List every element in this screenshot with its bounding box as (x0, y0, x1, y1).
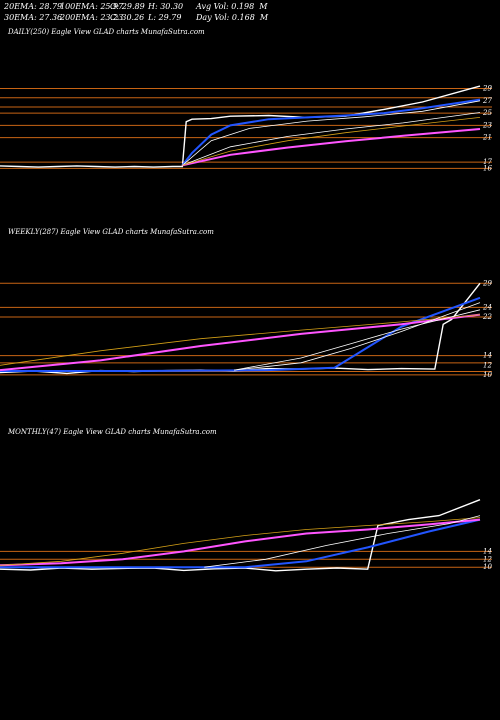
series-line-2 (0, 313, 481, 372)
y-tick-label: 23 (482, 121, 492, 129)
avg-vol-label: Avg Vol: 0.198 M (196, 2, 268, 11)
y-tick-label: 17 (483, 158, 492, 166)
y-tick-label: 22 (482, 313, 492, 321)
series-line-0 (0, 282, 481, 375)
y-tick-label: 10 (483, 563, 492, 571)
weekly-chart: WEEKLY(287) Eagle View GLAD charts Munaf… (0, 228, 492, 379)
series-line-5 (182, 117, 481, 166)
day-vol-label: Day Vol: 0.168 M (196, 13, 269, 22)
y-tick-label: 27 (482, 97, 492, 105)
ema30-label: 30EMA: 27.36 (4, 13, 63, 22)
monthly-chart: MONTHLY(47) Eagle View GLAD charts Munaf… (0, 428, 492, 572)
chart-title: WEEKLY(287) Eagle View GLAD charts Munaf… (8, 228, 214, 236)
y-tick-label: 14 (483, 547, 492, 555)
ema200-label: 200EMA: 23.23 (60, 13, 124, 22)
series-line-4 (234, 302, 481, 371)
daily-chart: DAILY(250) Eagle View GLAD charts Munafa… (0, 28, 492, 172)
indicator-row-2: 30EMA: 27.36200EMA: 23.23C: 30.26 L: 29.7… (4, 13, 268, 22)
y-tick-label: 14 (483, 352, 492, 360)
y-tick-label: 21 (482, 134, 492, 142)
series-line-2 (0, 518, 481, 567)
series-line-3 (0, 517, 481, 566)
indicator-row-1: 20EMA: 28.79100EMA: 25.97O: 29.89 H: 30.3… (4, 2, 267, 11)
y-tick-label: 12 (483, 361, 492, 369)
series-line-2 (182, 128, 481, 167)
series-line-3 (182, 100, 481, 166)
close-label: C: 30.26 (110, 13, 145, 22)
chart-title: MONTHLY(47) Eagle View GLAD charts Munaf… (7, 428, 217, 436)
series-line-1 (181, 98, 481, 166)
chart-title: DAILY(250) Eagle View GLAD charts Munafa… (7, 28, 205, 36)
low-label: L: 29.79 (148, 13, 182, 22)
ema100-label: 100EMA: 25.97 (60, 2, 124, 11)
ema20-label: 20EMA: 28.79 (4, 2, 63, 11)
series-line-1 (0, 518, 481, 569)
y-tick-label: 10 (483, 371, 492, 379)
series-line-1 (0, 296, 481, 372)
open-label: O: 29.89 (110, 2, 145, 11)
y-tick-label: 29 (482, 85, 492, 93)
series-line-4 (204, 515, 481, 568)
high-label: H: 30.30 (148, 2, 184, 11)
series-line-3 (0, 314, 481, 366)
series-line-5 (234, 309, 481, 371)
y-tick-label: 24 (482, 303, 492, 311)
y-tick-label: 12 (483, 555, 492, 563)
series-line-4 (182, 112, 481, 166)
y-tick-label: 25 (482, 109, 492, 117)
y-tick-label: 16 (483, 164, 492, 172)
y-tick-label: 29 (482, 279, 492, 287)
